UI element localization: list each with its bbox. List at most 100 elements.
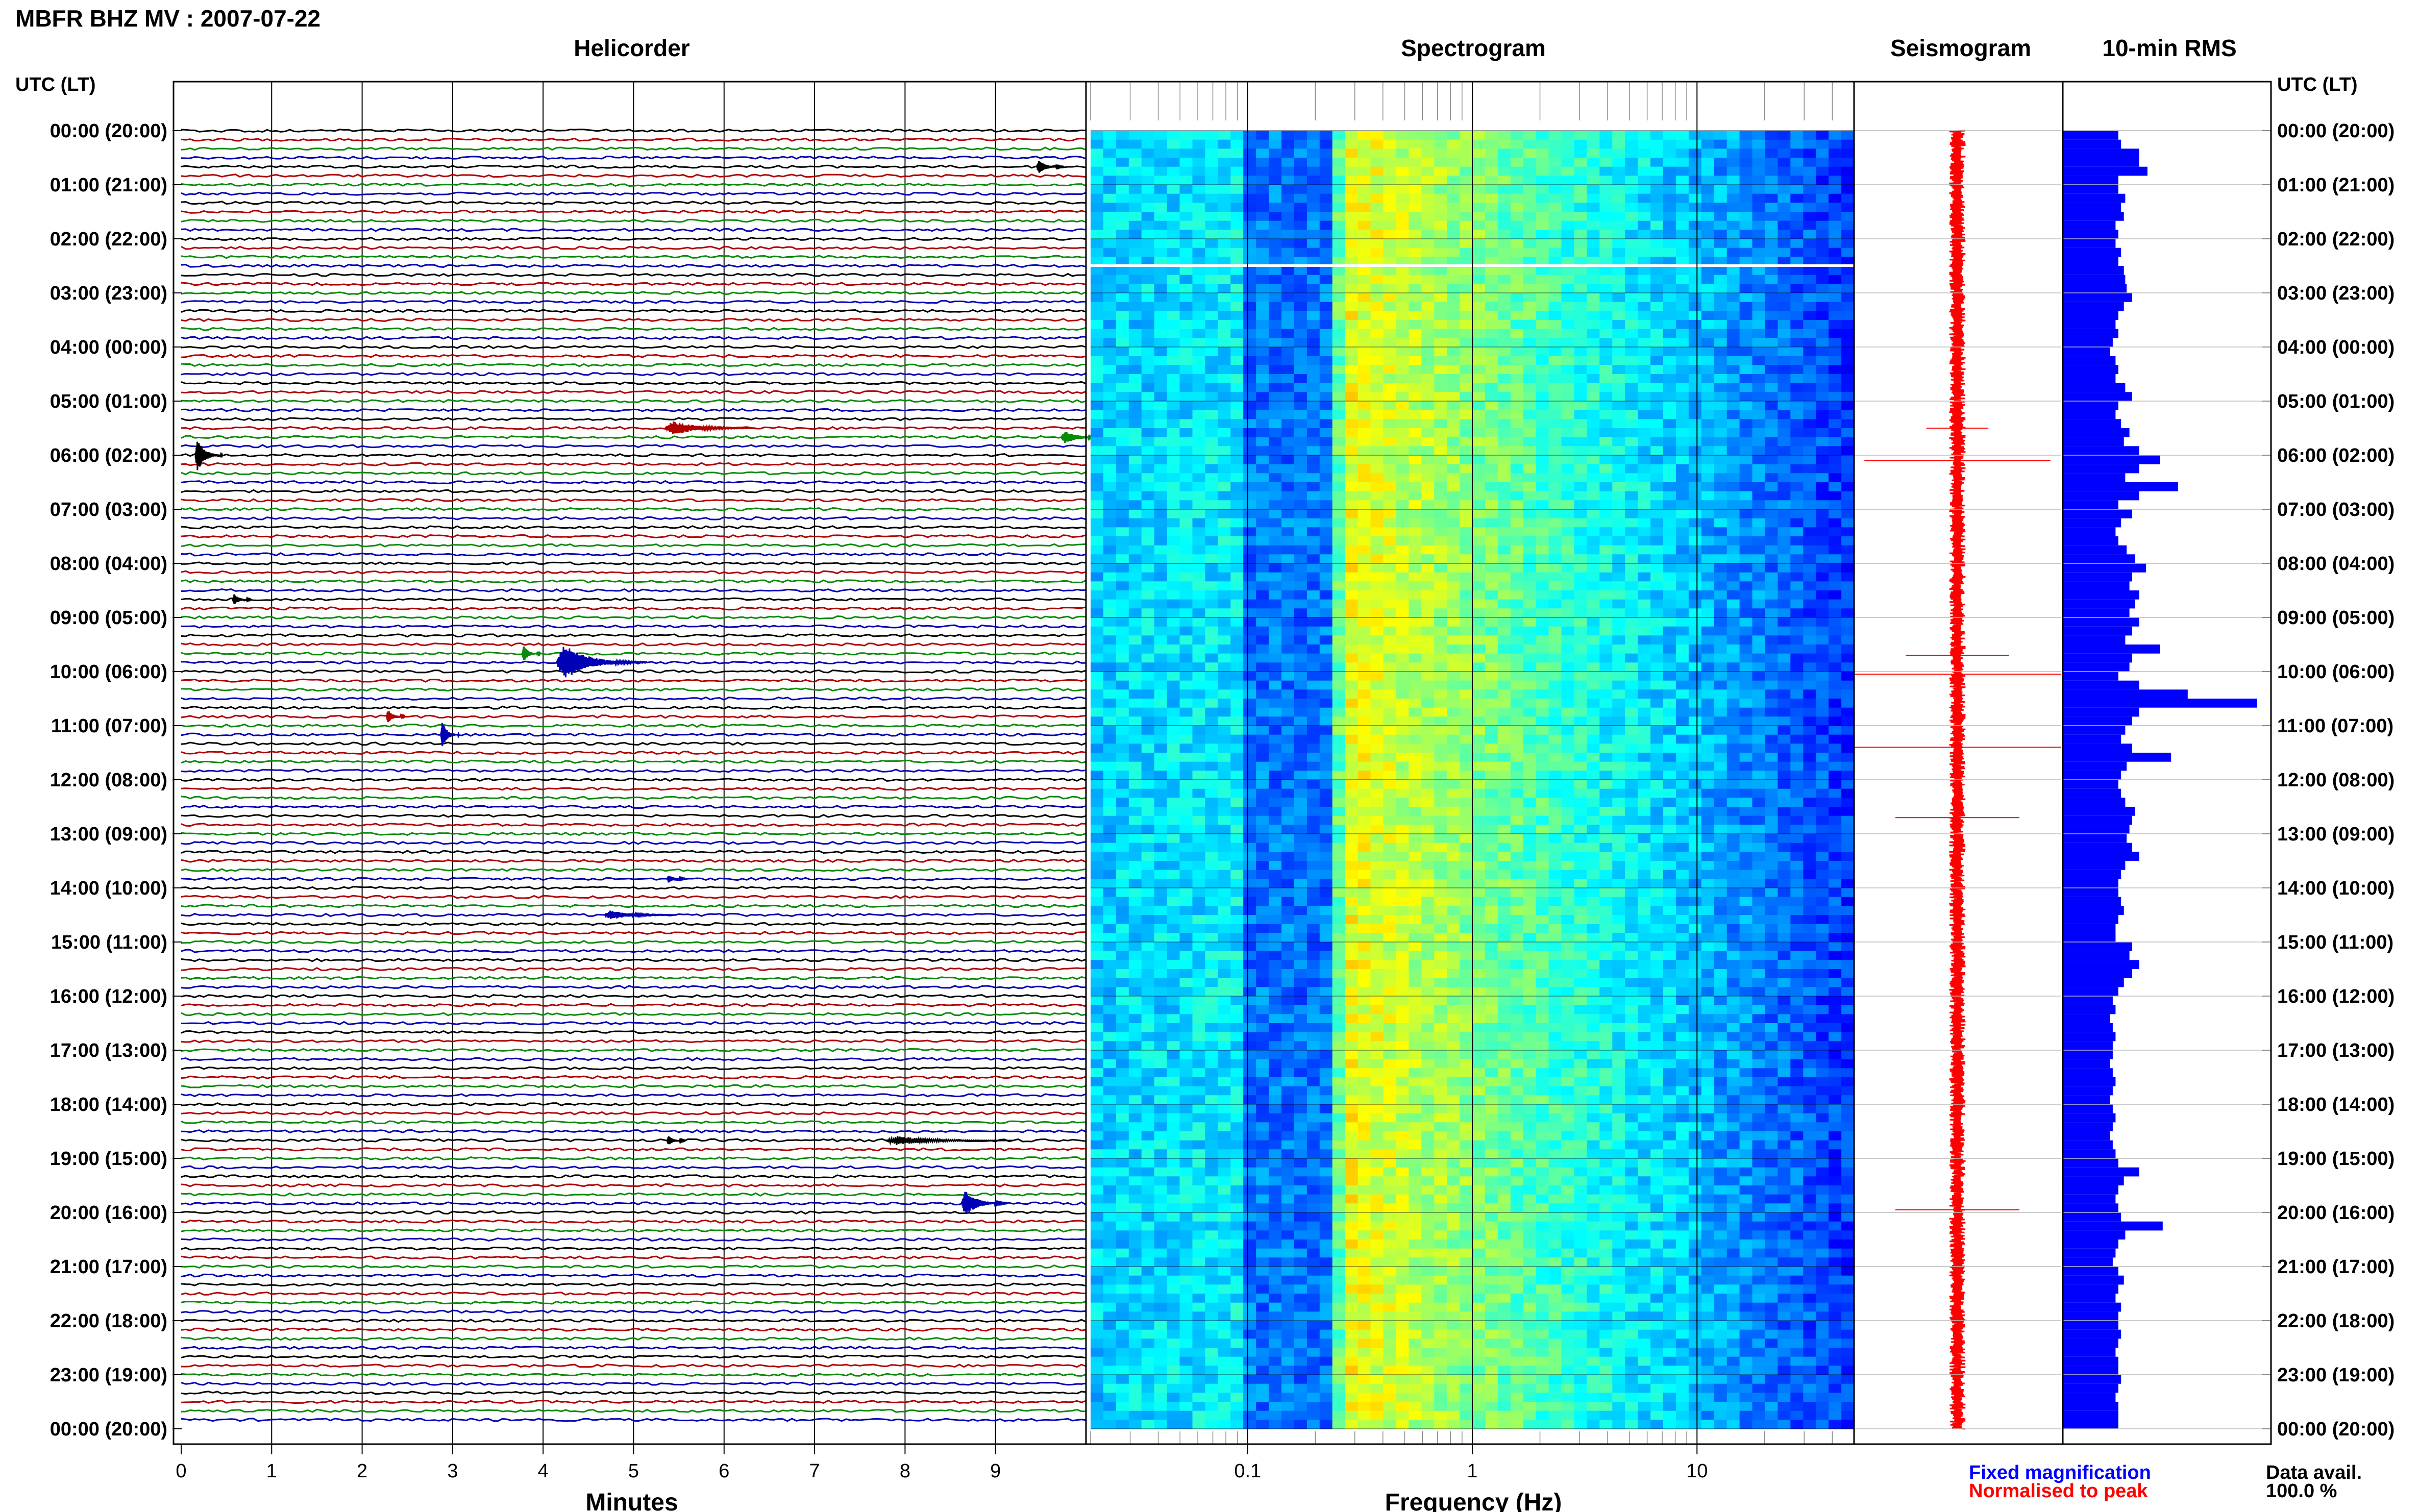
spectrogram-cell [1574,446,1588,456]
spectrogram-cell [1688,455,1702,465]
spectrogram-cell [1141,753,1155,762]
spectrogram-cell [1548,527,1562,537]
spectrogram-cell [1460,166,1473,176]
spectrogram-cell [1256,554,1269,564]
spectrogram-cell [1345,753,1359,762]
spectrogram-cell [1192,455,1206,465]
spectrogram-cell [1128,807,1142,816]
spectrogram-cell [1688,626,1702,636]
spectrogram-cell [1485,645,1498,654]
spectrogram-cell [1218,852,1231,861]
spectrogram-cell [1829,311,1842,320]
spectrogram-cell [1663,311,1676,320]
spectrogram-cell [1447,572,1460,582]
spectrogram-cell [1447,807,1460,816]
spectrogram-cell [1383,383,1397,392]
spectrogram-cell [1383,500,1397,510]
spectrogram-cell [1434,753,1447,762]
spectrogram-cell [1587,185,1600,194]
spectrogram-cell [1739,590,1753,600]
spectrogram-cell [1675,401,1689,411]
spectrogram-cell [1625,554,1638,564]
spectrogram-cell [1599,419,1613,429]
spectrogram-cell [1472,834,1486,844]
spectrogram-cell [1383,374,1397,384]
spectrogram-cell [1726,680,1740,690]
spectrogram-cell [1434,464,1447,474]
spectrogram-cell [1409,401,1422,411]
spectrogram-cell [1510,158,1524,167]
spectrogram-cell [1497,491,1511,501]
spectrogram-cell [1357,716,1371,726]
spectrogram-cell [1548,536,1562,546]
spectrogram-cell [1574,311,1588,320]
spectrogram-cell [1218,726,1231,735]
spectrogram-cell [1294,365,1307,375]
spectrogram-cell [1688,780,1702,789]
spectrogram-cell [1306,734,1320,744]
spectrogram-cell [1625,672,1638,681]
spectrogram-cell [1497,419,1511,429]
spectrogram-cell [1663,590,1676,600]
spectrogram-cell [1739,320,1753,330]
spectrogram-cell [1803,590,1816,600]
spectrogram-cell [1091,761,1104,771]
spectrogram-cell [1141,689,1155,699]
spectrogram-cell [1765,518,1779,528]
spectrogram-cell [1409,699,1422,708]
spectrogram-cell [1536,464,1549,474]
helicorder-trace [181,164,1087,169]
spectrogram-cell [1294,734,1307,744]
spectrogram-cell [1103,761,1117,771]
spectrogram-cell [1370,626,1384,636]
spectrogram-cell [1269,645,1282,654]
spectrogram-cell [1192,500,1206,510]
spectrogram-cell [1460,599,1473,609]
spectrogram-cell [1141,788,1155,798]
spectrogram-cell [1625,311,1638,320]
spectrogram-cell [1128,365,1142,375]
spectrogram-cell [1778,545,1791,555]
spectrogram-cell [1409,446,1422,456]
spectrogram-cell [1726,617,1740,627]
spectrogram-cell [1243,293,1256,303]
spectrogram-cell [1829,437,1842,447]
spectrogram-cell [1841,185,1855,194]
spectrogram-cell [1243,275,1256,284]
spectrogram-cell [1726,139,1740,149]
spectrogram-cell [1561,284,1575,293]
spectrogram-cell [1345,464,1359,474]
spectrogram-cell [1256,166,1269,176]
spectrogram-cell [1612,626,1625,636]
spectrogram-cell [1841,626,1855,636]
spectrogram-cell [1103,455,1117,465]
spectrogram-cell [1599,347,1613,357]
spectrogram-cell [1574,545,1588,555]
spectrogram-cell [1675,338,1689,348]
spectrogram-cell [1790,455,1804,465]
spectrogram-cell [1612,365,1625,375]
spectrogram-cell [1612,464,1625,474]
spectrogram-cell [1230,185,1244,194]
spectrogram-cell [1816,230,1829,239]
spectrogram-cell [1803,699,1816,708]
spectrogram-cell [1281,239,1295,249]
spectrogram-cell [1332,699,1346,708]
spectrogram-cell [1485,247,1498,257]
spectrogram-cell [1218,608,1231,618]
spectrogram-cell [1154,834,1168,844]
spectrogram-cell [1421,302,1435,311]
spectrogram-cell [1167,212,1180,221]
spectrogram-cell [1497,473,1511,483]
spectrogram-cell [1675,482,1689,492]
spectrogram-cell [1816,645,1829,654]
spectrogram-cell [1790,563,1804,573]
spectrogram-cell [1396,626,1410,636]
spectrogram-cell [1587,320,1600,330]
spectrogram-cell [1574,185,1588,194]
spectrogram-cell [1319,834,1333,844]
spectrogram-cell [1396,473,1410,483]
spectrogram-cell [1230,401,1244,411]
spectrogram-cell [1218,500,1231,510]
spectrogram-cell [1510,807,1524,816]
